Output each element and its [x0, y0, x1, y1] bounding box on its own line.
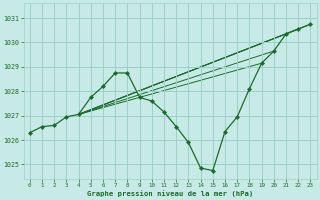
X-axis label: Graphe pression niveau de la mer (hPa): Graphe pression niveau de la mer (hPa) — [87, 190, 253, 197]
